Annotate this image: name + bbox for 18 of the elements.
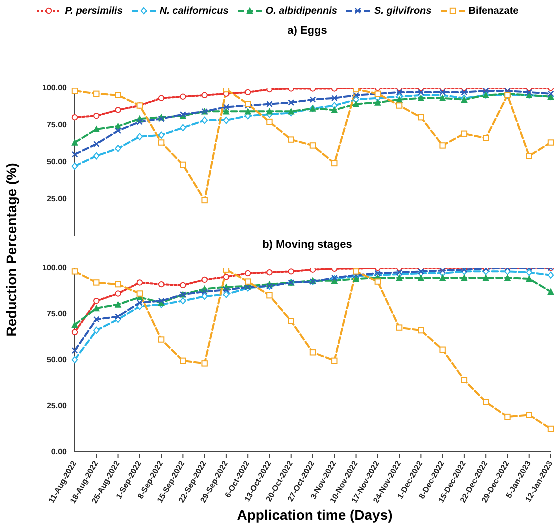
chart-title: b) Moving stages	[262, 239, 352, 251]
y-axis-title: Reduction Percentage (%)	[4, 163, 20, 337]
y-tick-label: 25.00	[46, 194, 68, 204]
legend-label: Bifenazate	[468, 6, 519, 16]
y-tick-label: 25.00	[46, 402, 68, 410]
legend-label: N. californicus	[160, 6, 229, 16]
chart-title: a) Eggs	[286, 24, 328, 39]
legend-label: P. persimilis	[65, 6, 123, 16]
legend-label: S. gilvifrons	[374, 6, 432, 16]
y-tick-label: 75.00	[46, 120, 68, 130]
y-tick-label: 100.00	[42, 264, 68, 272]
legend-label: O. albidipennis	[266, 6, 338, 16]
y-tick-label: 50.00	[46, 158, 68, 166]
x-axis-title: Application time (Days)	[236, 507, 394, 524]
y-tick-label: 0.00	[51, 448, 68, 456]
y-tick-label: 50.00	[46, 356, 68, 364]
y-tick-label: 75.00	[46, 310, 68, 318]
y-tick-label: 100.00	[42, 84, 68, 92]
